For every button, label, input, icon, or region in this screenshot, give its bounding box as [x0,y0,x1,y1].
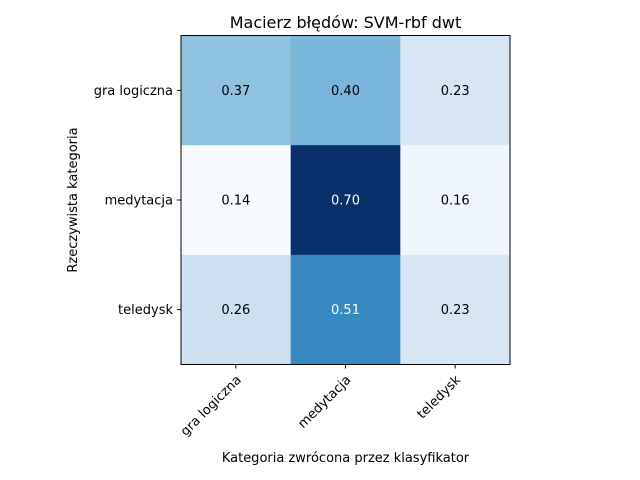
heatmap-cell [290,145,401,256]
cell-value-label: 0.14 [221,194,250,209]
heatmap-cell [181,35,292,146]
x-tick-label: medytacja [295,373,354,432]
cell-value-label: 0.23 [441,84,470,99]
heatmap-cell [290,35,401,146]
cell-value-label: 0.16 [441,194,470,209]
heatmap-cell [290,254,401,365]
y-axis-label: Rzeczywista kategoria [66,127,81,272]
chart-title: Macierz błędów: SVM-rbf dwt [230,13,462,32]
cell-value-label: 0.23 [441,303,470,318]
cell-value-label: 0.70 [331,194,360,209]
heatmap-cell [400,145,511,256]
x-axis-ticks: gra logiczna medytacja teledysk [178,364,465,440]
cell-value-label: 0.51 [331,303,360,318]
cell-value-label: 0.37 [221,84,250,99]
y-tick-label: medytacja [105,194,173,209]
heatmap-cell [181,145,292,256]
y-tick-label: teledysk [118,303,173,318]
heatmap-cell [400,254,511,365]
x-axis-label: Kategoria zwrócona przez klasyfikator [222,451,470,466]
cell-value-label: 0.26 [221,303,250,318]
heatmap-cells: 0.37 0.40 0.23 0.14 0.70 0.16 0.26 0.51 0.23 [181,35,511,365]
x-tick-label: teledysk [415,372,465,422]
heatmap-cell [181,254,292,365]
heatmap-cell [400,35,511,146]
y-tick-label: gra logiczna [94,84,173,99]
y-axis-ticks: gra logiczna medytacja teledysk [94,84,181,318]
cell-value-label: 0.40 [331,84,360,99]
x-tick-label: gra logiczna [178,373,245,440]
